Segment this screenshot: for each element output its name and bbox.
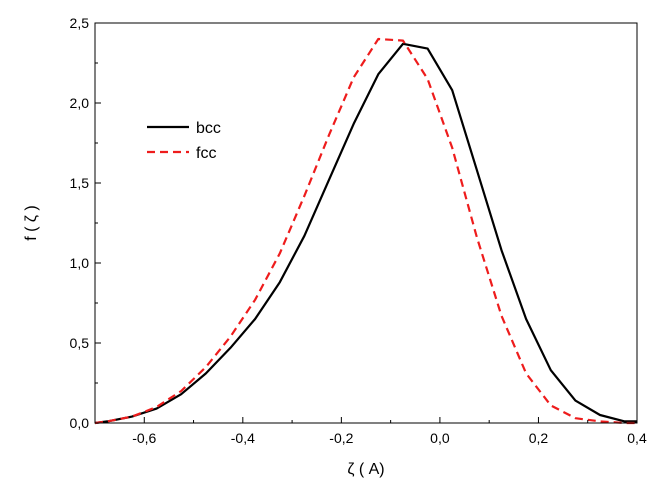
x-axis: -0,6 -0,4 -0,2 0,0 0,2 0,4 (94, 417, 647, 446)
y-tick-label: 1,0 (70, 255, 90, 271)
x-tick-label: -0,4 (231, 430, 255, 446)
legend-label-bcc: bcc (196, 120, 221, 137)
y-tick-label: 2,5 (70, 15, 90, 31)
y-tick-label: 1,5 (70, 175, 90, 191)
x-tick-label: 0,2 (529, 430, 549, 446)
y-tick-label: 0,0 (70, 415, 90, 431)
y-tick-label: 2,0 (70, 95, 90, 111)
x-tick-label: 0,0 (430, 430, 450, 446)
x-tick-label: -0,2 (329, 430, 353, 446)
y-axis: 0,0 0,5 1,0 1,5 2,0 2,5 (70, 15, 101, 431)
legend: bcc fcc (147, 120, 221, 162)
plot-frame (94, 22, 638, 424)
x-axis-title: ζ ( A) (347, 461, 384, 478)
y-axis-title: f ( ζ ) (23, 205, 40, 241)
series-line-fcc (94, 37, 637, 425)
legend-label-fcc: fcc (196, 145, 216, 162)
y-tick-label: 0,5 (70, 335, 90, 351)
x-tick-label: 0,4 (627, 430, 647, 446)
plot-area (94, 37, 637, 425)
x-tick-label: -0,6 (132, 430, 156, 446)
series-line-bcc (94, 42, 637, 425)
